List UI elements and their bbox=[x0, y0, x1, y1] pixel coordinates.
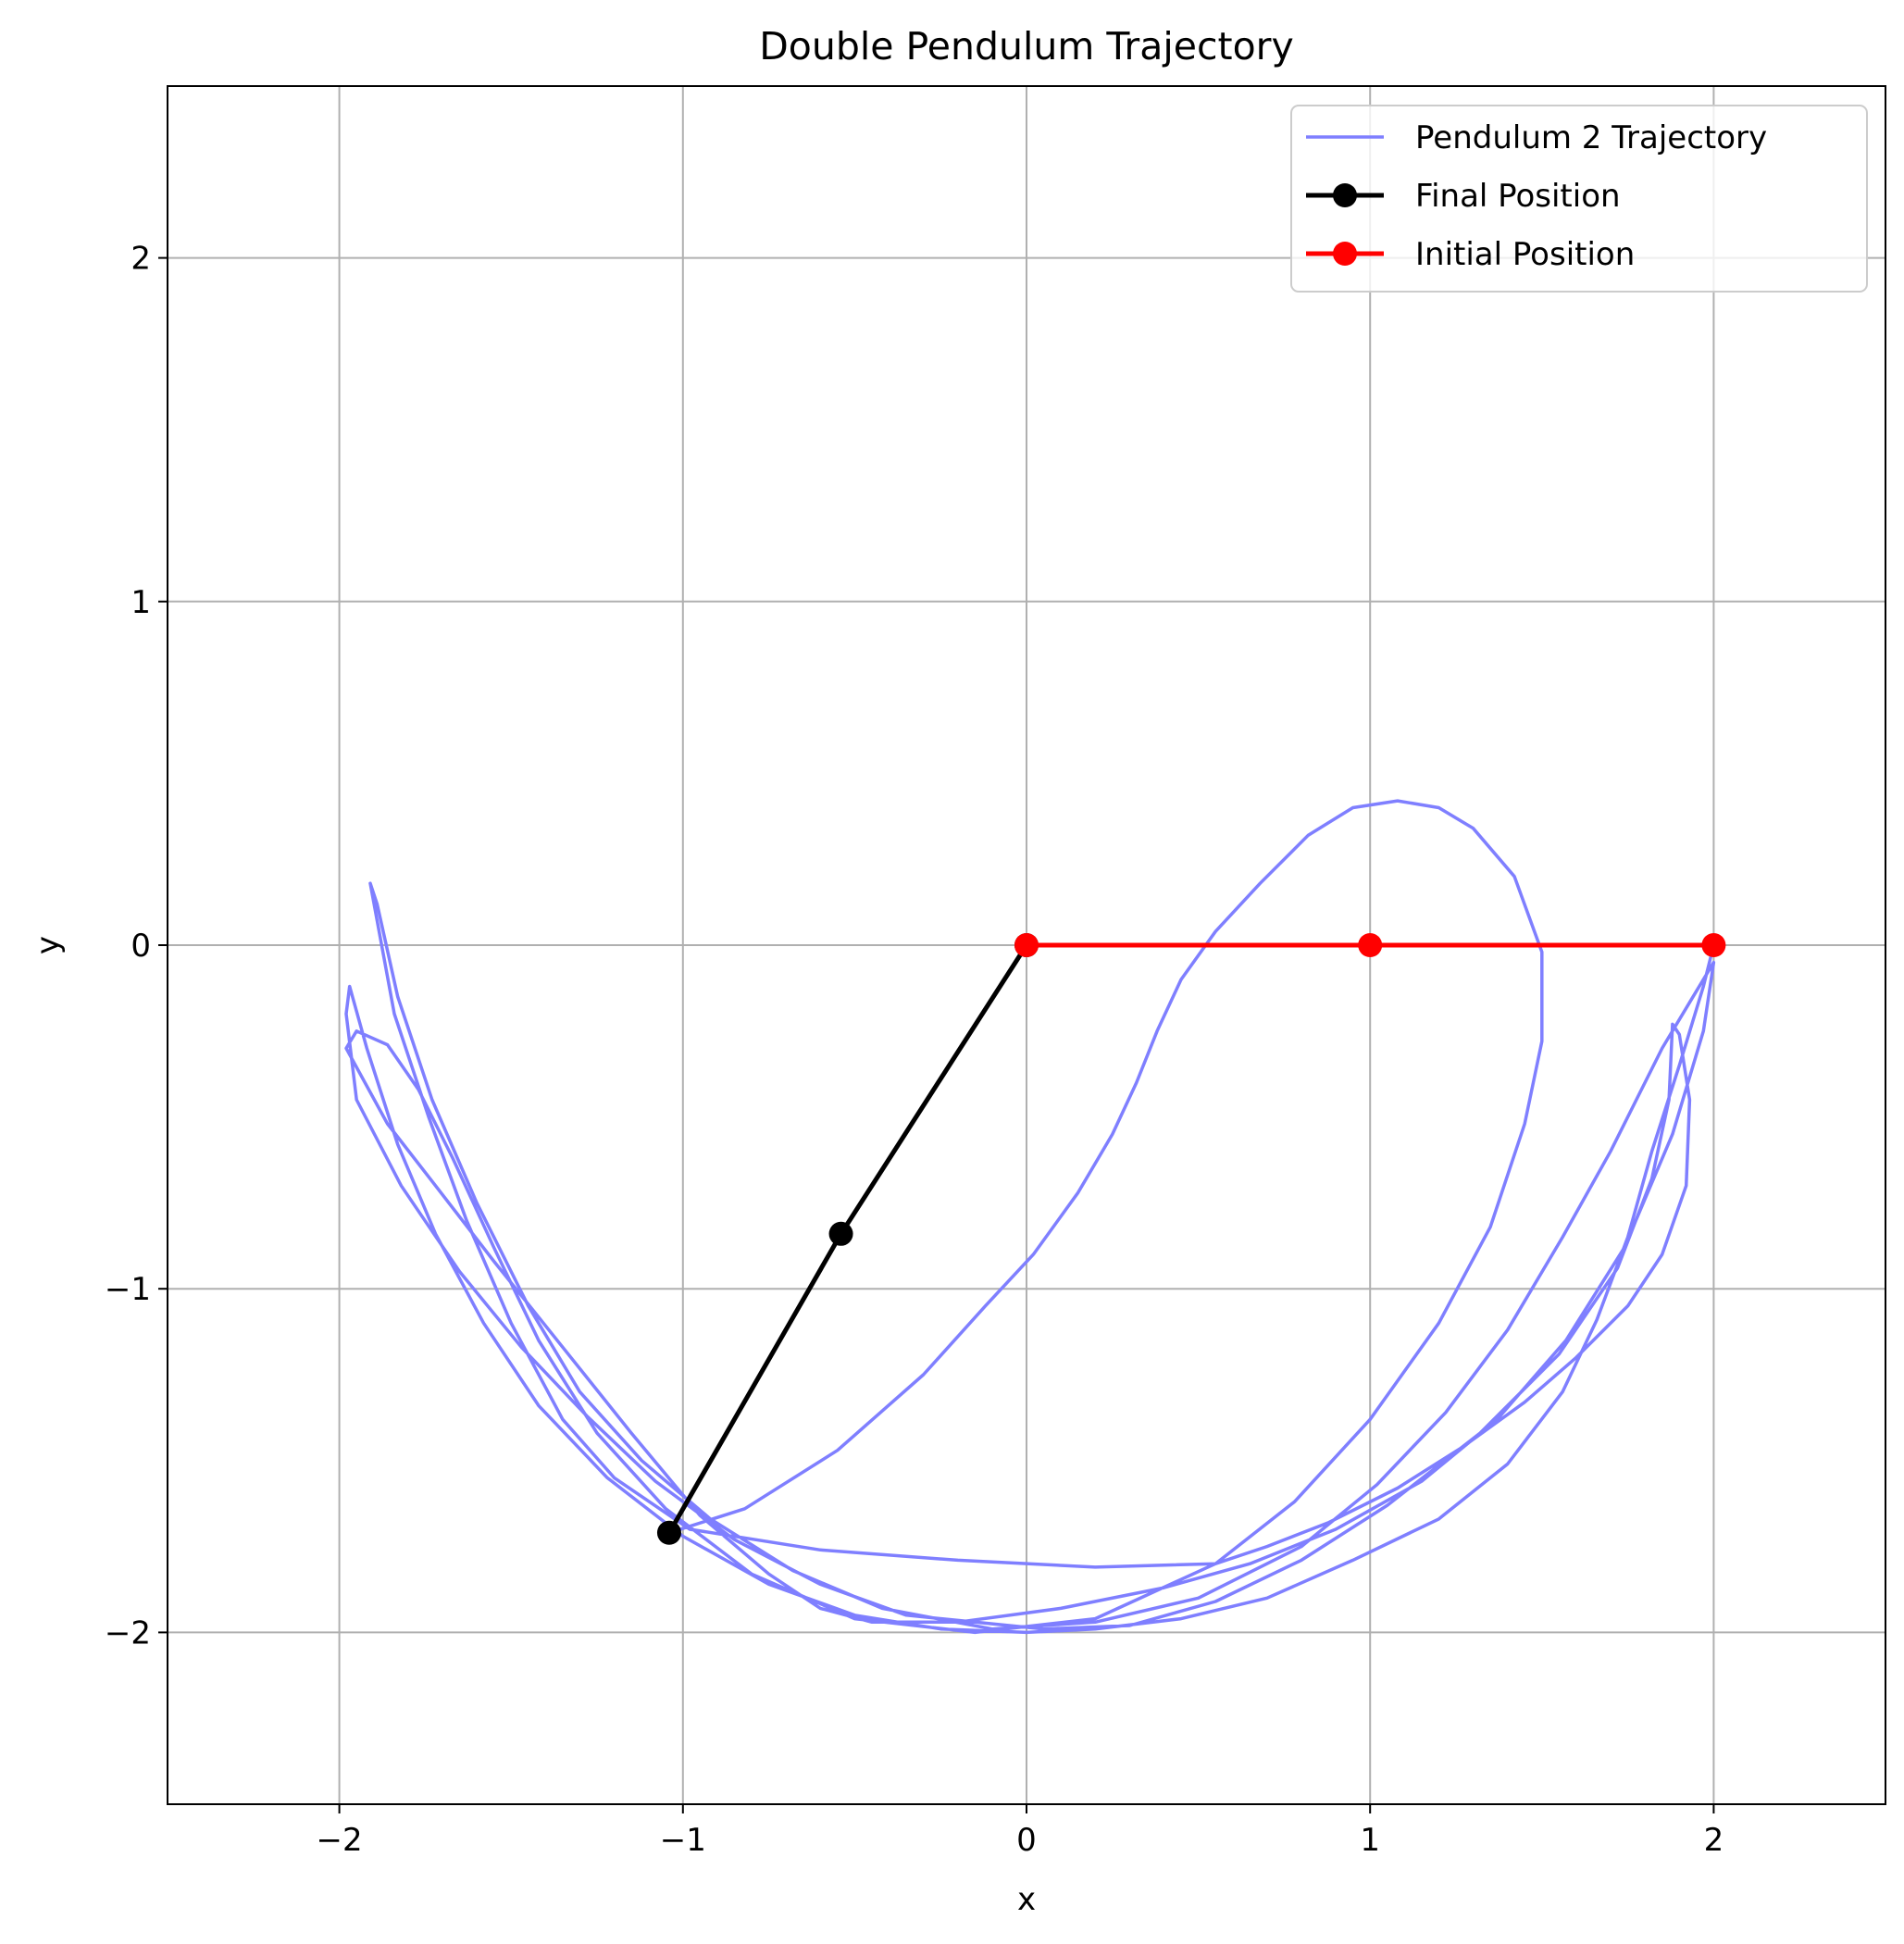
x-tick-label: −2 bbox=[317, 1822, 363, 1859]
y-tick-label: 2 bbox=[131, 241, 151, 278]
initial-position-series bbox=[1014, 933, 1726, 957]
y-tick-label: −2 bbox=[105, 1614, 151, 1651]
x-axis-ticks: −2 −1 0 1 2 bbox=[317, 1804, 1724, 1859]
legend-marker-final-position bbox=[1333, 183, 1357, 207]
initial-position-point bbox=[1358, 933, 1383, 957]
legend-item-initial-position: Initial Position bbox=[1306, 236, 1635, 273]
y-tick-label: 0 bbox=[131, 928, 151, 965]
y-tick-label: 1 bbox=[131, 584, 151, 621]
initial-position-point bbox=[1014, 933, 1039, 957]
y-tick-label: −1 bbox=[105, 1271, 151, 1308]
legend-box bbox=[1290, 105, 1868, 293]
legend: Pendulum 2 Trajectory Final Position Initi… bbox=[1290, 105, 1868, 293]
legend-label-pendulum-2-trajectory: Pendulum 2 Trajectory bbox=[1415, 119, 1767, 156]
pendulum-2-trajectory-series bbox=[344, 799, 1716, 1635]
legend-marker-initial-position bbox=[1333, 242, 1357, 266]
x-tick-label: −1 bbox=[660, 1822, 706, 1859]
pendulum-2-trajectory-line bbox=[344, 799, 1716, 1635]
legend-item-final-position: Final Position bbox=[1306, 178, 1621, 215]
legend-item-pendulum-2-trajectory: Pendulum 2 Trajectory bbox=[1306, 119, 1767, 156]
initial-position-point bbox=[1701, 933, 1726, 957]
x-tick-label: 2 bbox=[1704, 1822, 1724, 1859]
final-position-point bbox=[828, 1221, 853, 1246]
x-tick-label: 0 bbox=[1016, 1822, 1037, 1859]
legend-label-final-position: Final Position bbox=[1415, 178, 1621, 215]
chart-title: Double Pendulum Trajectory bbox=[759, 24, 1294, 69]
x-tick-label: 1 bbox=[1360, 1822, 1380, 1859]
plot-series bbox=[344, 799, 1726, 1635]
x-axis-title: x bbox=[1017, 1881, 1036, 1918]
legend-label-initial-position: Initial Position bbox=[1415, 236, 1635, 273]
y-axis-title: y bbox=[30, 936, 67, 954]
final-position-point bbox=[656, 1520, 681, 1545]
final-position-series bbox=[656, 933, 1039, 1545]
y-axis-ticks: −2 −1 0 1 2 bbox=[105, 241, 168, 1651]
